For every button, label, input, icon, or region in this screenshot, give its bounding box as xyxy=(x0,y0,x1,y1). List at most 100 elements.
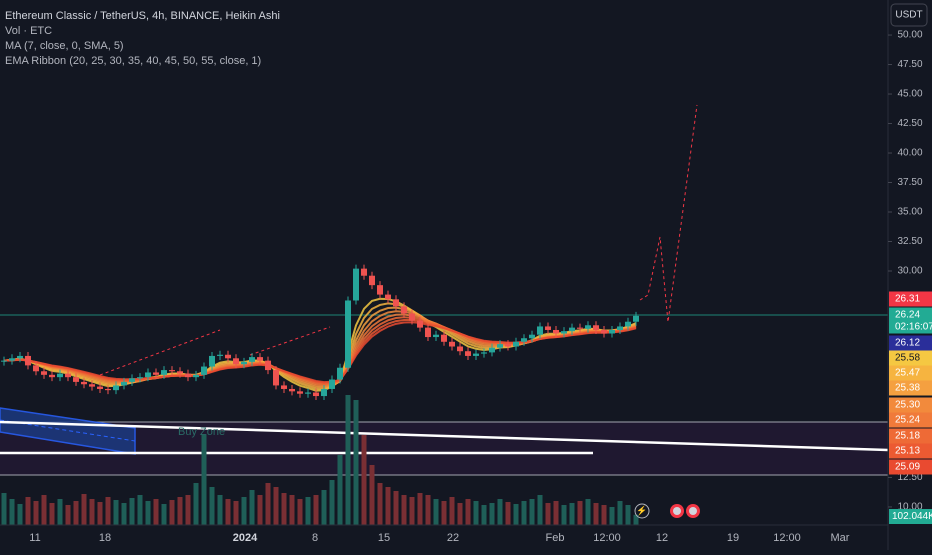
volume-bar xyxy=(393,491,399,525)
candle-body xyxy=(57,373,63,378)
event-icon[interactable] xyxy=(634,503,650,519)
candle-body xyxy=(185,373,191,378)
candle-body xyxy=(241,361,247,365)
candle-body xyxy=(249,357,255,362)
volume-bar xyxy=(465,499,471,525)
candle-body xyxy=(329,379,335,389)
currency-button[interactable] xyxy=(890,3,928,27)
volume-bar xyxy=(65,505,71,525)
volume-bar xyxy=(513,504,519,525)
candle-body xyxy=(257,357,263,361)
event-flag-inner xyxy=(689,507,697,515)
volume-bar xyxy=(209,487,215,525)
candle-body xyxy=(41,371,47,375)
volume-bar xyxy=(1,493,7,525)
volume-bar xyxy=(449,497,455,525)
candle-body xyxy=(401,306,407,314)
y-tick-label: 40.00 xyxy=(897,148,922,159)
y-tick-label: 30.00 xyxy=(897,266,922,277)
dashed-trend xyxy=(249,326,331,356)
volume-bar xyxy=(409,497,415,525)
candle-body xyxy=(593,325,599,330)
candle-body xyxy=(113,385,119,391)
x-tick-label: 12 xyxy=(656,532,668,544)
candle-body xyxy=(145,372,151,378)
volume-bar xyxy=(41,495,47,525)
volume-bar xyxy=(201,435,207,525)
candle-body xyxy=(385,294,391,300)
candle-body xyxy=(73,377,79,382)
volume-bar xyxy=(473,501,479,525)
countdown: 02:16:07 xyxy=(895,322,932,333)
candle-body xyxy=(441,334,447,342)
volume-bar xyxy=(369,465,375,525)
currency-button-label[interactable]: USDT xyxy=(895,10,922,21)
volume-bar xyxy=(113,500,119,525)
candle-body xyxy=(433,334,439,338)
volume-bar xyxy=(169,500,175,525)
candle-body xyxy=(521,338,527,342)
price-tag xyxy=(889,365,932,381)
y-tick-label: 42.50 xyxy=(897,118,922,129)
candle-body xyxy=(457,346,463,352)
volume-bar xyxy=(249,490,255,525)
y-tick-label: 32.50 xyxy=(897,236,922,247)
volume-bar xyxy=(129,498,135,525)
y-tick-label: 35.00 xyxy=(897,207,922,218)
candle-body xyxy=(33,365,39,372)
price-tag-label: 25.38 xyxy=(895,383,920,394)
volume-bar xyxy=(529,499,535,525)
candle-body xyxy=(201,366,207,375)
volume-bar xyxy=(521,501,527,525)
volume-bar xyxy=(609,507,615,525)
candle-body xyxy=(481,352,487,354)
candle-body xyxy=(369,275,375,286)
volume-bar xyxy=(497,499,503,525)
volume-bar xyxy=(57,499,63,525)
candle-body xyxy=(129,378,135,382)
candle-body xyxy=(65,373,71,378)
price-tag xyxy=(889,397,932,413)
price-tag xyxy=(889,459,932,475)
candle-body xyxy=(233,358,239,365)
volume-bar xyxy=(225,499,231,525)
volume-bar xyxy=(377,483,383,525)
candle-body xyxy=(417,320,423,328)
candle-body xyxy=(321,388,327,397)
candle-body xyxy=(609,329,615,334)
price-tag xyxy=(889,335,932,351)
x-tick-label: 19 xyxy=(727,532,739,544)
volume-bar xyxy=(545,503,551,525)
price-tag xyxy=(889,412,932,428)
candle-body xyxy=(225,354,231,359)
volume-bar xyxy=(537,495,543,525)
price-tag-label: 25.18 xyxy=(895,431,920,442)
volume-bar xyxy=(489,503,495,525)
candle-body xyxy=(545,326,551,330)
volume-bar xyxy=(585,499,591,525)
volume-bar xyxy=(593,503,599,525)
volume-tag xyxy=(889,509,932,524)
candle-body xyxy=(25,355,31,366)
candle-body xyxy=(97,386,103,389)
volume-bar xyxy=(433,499,439,525)
candle-body xyxy=(49,374,55,378)
candle-body xyxy=(489,347,495,353)
candle-body xyxy=(153,372,159,375)
x-tick-label: 12:00 xyxy=(593,532,621,544)
volume-bar xyxy=(321,490,327,525)
volume-bar xyxy=(561,505,567,525)
volume-bar xyxy=(569,503,575,525)
volume-bar xyxy=(281,493,287,525)
event-icon-glyph: ⚡ xyxy=(636,504,647,516)
volume-bar xyxy=(345,395,351,525)
price-tag-label: 25.13 xyxy=(895,446,920,457)
candle-body xyxy=(137,377,143,379)
volume-bar xyxy=(481,505,487,525)
volume-bar xyxy=(553,501,559,525)
candle-body xyxy=(9,358,15,361)
event-flag-inner xyxy=(673,507,681,515)
candle-body xyxy=(377,285,383,295)
trend-line xyxy=(0,420,889,452)
volume-bar xyxy=(289,495,295,525)
